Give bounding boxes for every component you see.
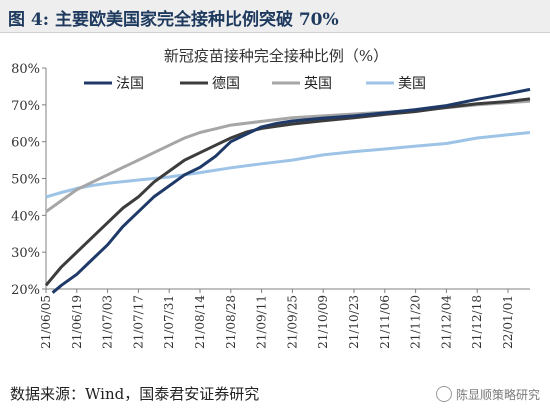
legend: 法国 德国 英国 美国: [84, 75, 426, 92]
figure-title: 图 4: 主要欧美国家完全接种比例突破 70%: [8, 10, 339, 30]
x-tick-label: 21/09/11: [255, 295, 269, 349]
x-tick-label: 21/10/09: [316, 295, 330, 349]
series-line-2: [45, 99, 531, 213]
x-tick-label: 21/06/19: [70, 295, 84, 349]
source-note: 数据来源：Wind，国泰君安证券研究: [10, 385, 260, 403]
legend-label-0: 法国: [116, 76, 144, 92]
y-tick-label: 30%: [11, 246, 40, 261]
x-tick-label: 21/11/20: [409, 295, 423, 349]
x-tick-label: 21/07/17: [131, 295, 145, 349]
chart-title: 新冠疫苗接种完全接种比例（%）: [164, 47, 388, 65]
x-tick-label: 21/12/04: [439, 295, 453, 349]
legend-label-3: 美国: [398, 76, 426, 92]
series-line-1: [44, 97, 531, 287]
y-tick-label: 70%: [11, 99, 40, 114]
x-tick-label: 21/10/23: [347, 295, 361, 349]
legend-label-2: 英国: [304, 75, 332, 92]
y-tick-label: 60%: [11, 136, 40, 151]
series-line-0: [51, 87, 531, 294]
x-tick-label: 21/07/31: [162, 295, 176, 349]
x-axis-ticks: 21/06/05 21/06/19 21/07/03 21/07/17 21/07/31…: [39, 289, 515, 349]
line-chart: 新冠疫苗接种完全接种比例（%） 20% 30% 40% 50% 60% 70% 80% 21…: [11, 47, 531, 349]
x-tick-label: 21/08/14: [193, 295, 207, 349]
x-tick-label: 21/07/03: [101, 295, 115, 349]
legend-label-1: 德国: [212, 76, 240, 92]
figure-header: 图 4: 主要欧美国家完全接种比例突破 70%: [0, 0, 550, 33]
x-tick-label: 21/11/06: [378, 295, 392, 349]
series-lines: [44, 87, 531, 294]
y-tick-label: 50%: [11, 173, 40, 188]
watermark-text: 陈显顺策略研究: [455, 388, 540, 402]
series-line-3: [45, 131, 531, 199]
x-tick-label: 22/01/01: [501, 295, 515, 349]
y-tick-label: 40%: [11, 209, 40, 224]
x-tick-label: 21/08/28: [224, 295, 238, 349]
x-tick-label: 21/09/25: [285, 295, 299, 349]
wechat-logo-icon: [435, 386, 452, 402]
y-axis-ticks: 20% 30% 40% 50% 60% 70% 80%: [11, 62, 46, 298]
watermark: 陈显顺策略研究: [435, 386, 540, 403]
y-tick-label: 80%: [11, 62, 40, 77]
x-tick-label: 21/06/05: [39, 295, 53, 349]
x-tick-label: 21/12/18: [470, 295, 484, 349]
y-tick-label: 20%: [11, 283, 40, 298]
